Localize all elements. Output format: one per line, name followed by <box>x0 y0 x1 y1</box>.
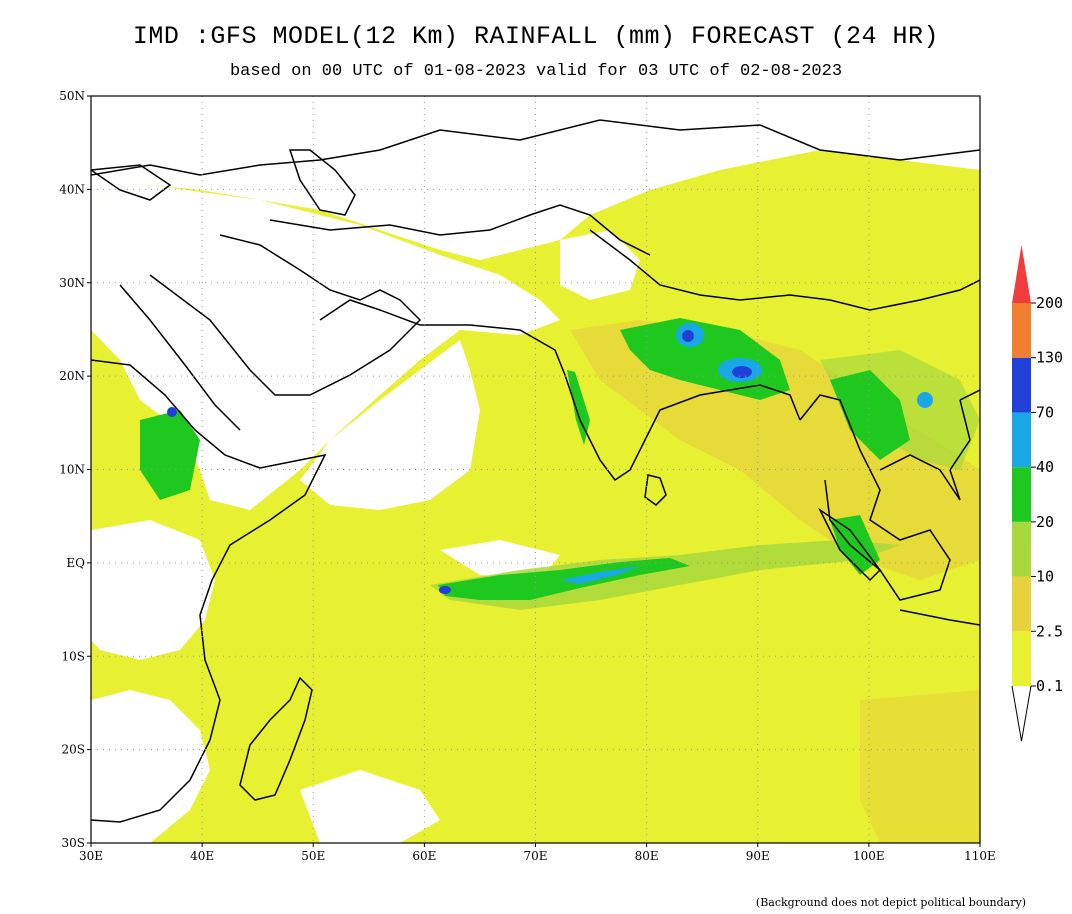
coast-red-sea <box>119 284 241 431</box>
coast-caspian <box>288 149 356 216</box>
rain-cell-indochina <box>917 392 933 408</box>
colorbar-label: 200 <box>1036 294 1063 312</box>
boundary-central-asia <box>269 204 651 256</box>
lat-tick-label: 30N <box>59 276 85 290</box>
colorbar-top-extension <box>1012 245 1031 303</box>
rain-band-indian-subcontinent <box>570 320 980 580</box>
rain-streak-equatorial <box>560 566 640 584</box>
coast-java <box>899 609 980 626</box>
dry-arabian-sea <box>300 340 480 510</box>
latitude-axis: 50N 40N 30N 20N 10N EQ 10S 20S 30S <box>59 89 91 850</box>
coast-sumatra <box>818 507 881 582</box>
dry-southern-africa <box>91 690 210 843</box>
footnote: (Background does not depict political bo… <box>755 896 1026 909</box>
boundary-north <box>91 119 980 176</box>
colorbar-label: 40 <box>1036 458 1054 476</box>
lon-tick-label: 50E <box>301 849 325 863</box>
lat-tick-label: 20N <box>59 369 85 383</box>
lon-tick-label: 80E <box>635 849 659 863</box>
colorbar-label: 130 <box>1036 349 1063 367</box>
colorbar-bin <box>1012 412 1031 468</box>
lat-tick-label: 10N <box>59 463 85 477</box>
coast-persian-gulf <box>319 299 470 326</box>
colorbar-label: 2.5 <box>1036 622 1063 640</box>
colorbar-label: 10 <box>1036 568 1054 586</box>
heavy-rain-myanmar <box>830 370 910 460</box>
colorbar-bin <box>1012 576 1031 632</box>
coast-africa-east <box>91 359 327 823</box>
coastlines <box>91 119 980 823</box>
colorbar: 0.1 2.5 10 20 40 70 130 200 <box>1011 245 1063 742</box>
boundary-himalaya <box>589 229 980 311</box>
lon-tick-label: 70E <box>523 849 547 863</box>
colorbar-bin <box>1012 521 1031 577</box>
rain-cell-odisha-core <box>682 330 694 342</box>
colorbar-label: 70 <box>1036 403 1054 421</box>
coast-arabia <box>149 234 422 396</box>
coast-indochina <box>879 399 971 501</box>
lat-tick-label: 40N <box>59 182 85 196</box>
colorbar-bottom-extension <box>1011 685 1032 742</box>
map-title: IMD :GFS MODEL(12 Km) RAINFALL (mm) FORE… <box>132 22 940 51</box>
coast-madagascar <box>239 676 313 801</box>
coast-india <box>469 324 801 482</box>
dry-north-asia <box>91 96 980 260</box>
coast-sri-lanka <box>644 474 667 506</box>
rain-south-indian-ocean <box>860 690 980 843</box>
colorbar-bin <box>1012 631 1031 686</box>
lon-tick-label: 100E <box>853 849 885 863</box>
lat-tick-label: 30S <box>62 836 86 850</box>
lat-tick-label: 50N <box>59 89 85 103</box>
lon-tick-label: 90E <box>746 849 770 863</box>
graticule <box>91 96 980 843</box>
lat-tick-label: EQ <box>66 556 85 570</box>
coast-southeast-asia <box>799 394 951 601</box>
coast-china-south <box>959 389 980 401</box>
rain-cell-bengal-core <box>732 366 752 378</box>
lon-tick-label: 30E <box>79 849 103 863</box>
heavy-rain-ethiopia <box>140 410 200 500</box>
lat-tick-label: 20S <box>62 743 86 757</box>
dry-south-indian-ocean <box>300 770 440 843</box>
lon-tick-label: 110E <box>964 849 996 863</box>
lat-tick-label: 10S <box>62 649 86 663</box>
dry-east-africa <box>91 520 215 660</box>
dry-regions <box>91 96 980 843</box>
rain-cell-equatorial <box>439 586 451 594</box>
colorbar-bin <box>1012 303 1031 358</box>
lon-tick-label: 40E <box>190 849 214 863</box>
heavy-rain-western-ghats <box>567 370 590 445</box>
colorbar-label: 0.1 <box>1036 677 1063 695</box>
colorbar-label: 20 <box>1036 513 1054 531</box>
map-subtitle: based on 00 UTC of 01-08-2023 valid for … <box>229 62 843 81</box>
lon-tick-label: 60E <box>412 849 436 863</box>
coast-black-sea <box>91 164 172 201</box>
map-area <box>91 96 980 843</box>
dry-middle-east <box>91 185 560 510</box>
rain-cell-ethiopia <box>167 407 177 417</box>
colorbar-bin <box>1012 467 1031 522</box>
colorbar-bin <box>1012 357 1031 413</box>
longitude-axis: 30E 40E 50E 60E 70E 80E 90E 100E 110E <box>79 843 996 863</box>
